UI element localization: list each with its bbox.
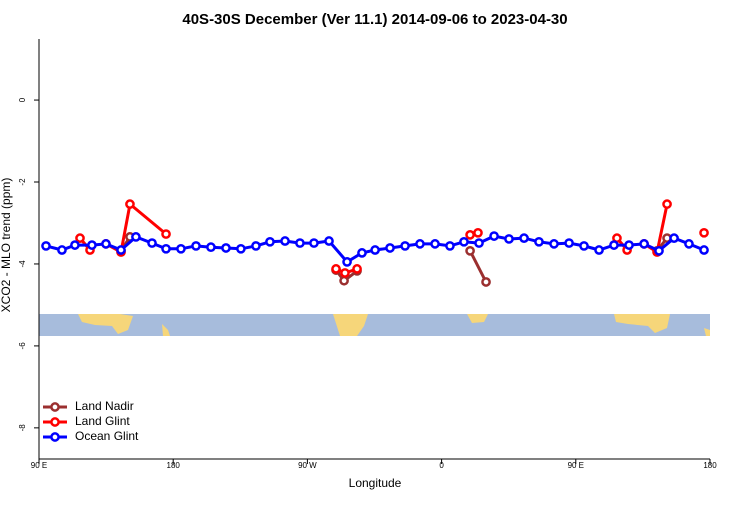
- data-point: [101, 239, 111, 249]
- data-point: [519, 233, 529, 243]
- data-point: [385, 243, 395, 253]
- legend-marker: [50, 432, 60, 442]
- data-point: [504, 234, 514, 244]
- data-point: [662, 199, 672, 209]
- data-point: [339, 275, 349, 286]
- data-point: [699, 245, 709, 255]
- data-point: [331, 264, 341, 274]
- data-point: [131, 232, 141, 242]
- series-line: [80, 204, 704, 273]
- data-point: [669, 233, 679, 243]
- data-point: [161, 229, 171, 239]
- data-point: [699, 227, 709, 238]
- data-point: [206, 242, 216, 253]
- data-point: [309, 238, 319, 248]
- data-point: [280, 236, 290, 246]
- data-point: [340, 268, 350, 278]
- data-point: [430, 239, 440, 249]
- legend-marker: [50, 402, 60, 412]
- data-point: [352, 264, 362, 274]
- data-point: [324, 236, 334, 246]
- data-point: [161, 243, 171, 254]
- data-point: [481, 277, 491, 287]
- data-point: [465, 245, 475, 256]
- data-point: [400, 241, 410, 251]
- data-point: [70, 240, 80, 250]
- y-tick-label: 0: [18, 97, 27, 102]
- x-tick-label: 90 W: [298, 461, 317, 470]
- data-point: [57, 245, 67, 255]
- data-point: [357, 248, 367, 258]
- y-tick-label: -4: [18, 260, 27, 268]
- data-point: [654, 245, 664, 256]
- data-point: [116, 245, 126, 255]
- data-point: [41, 241, 51, 251]
- x-tick-label: 180: [703, 461, 717, 470]
- data-point: [473, 227, 483, 238]
- data-point: [639, 239, 649, 249]
- data-point: [465, 230, 475, 240]
- data-point: [684, 239, 694, 249]
- data-point: [221, 243, 231, 253]
- data-point: [342, 257, 352, 267]
- data-point: [191, 241, 201, 251]
- data-point: [579, 241, 589, 251]
- data-point: [147, 238, 157, 248]
- legend-label: Ocean Glint: [75, 429, 139, 443]
- data-point: [445, 241, 455, 251]
- data-point: [125, 199, 135, 209]
- data-point: [474, 238, 484, 248]
- data-point: [370, 245, 380, 255]
- data-point: [534, 236, 544, 247]
- legend-marker: [50, 417, 60, 427]
- x-axis-label: Longitude: [349, 476, 402, 490]
- data-point: [87, 240, 97, 250]
- data-point: [236, 243, 246, 254]
- data-point: [594, 245, 604, 255]
- legend-label: Land Nadir: [75, 399, 134, 413]
- data-point: [295, 238, 305, 248]
- x-tick-label: 90 E: [568, 461, 584, 470]
- data-point: [265, 236, 275, 247]
- y-tick-label: -6: [18, 342, 27, 350]
- data-point: [75, 233, 85, 243]
- map-strip: [39, 314, 710, 336]
- data-point: [251, 241, 261, 251]
- data-point: [176, 243, 186, 254]
- data-point: [624, 240, 634, 250]
- x-tick-label: 180: [167, 461, 181, 470]
- y-axis-label: XCO2 - MLO trend (ppm): [0, 178, 13, 313]
- data-point: [549, 239, 559, 249]
- data-point: [459, 236, 469, 247]
- x-tick-label: 0: [439, 461, 444, 470]
- y-tick-label: -2: [18, 178, 27, 186]
- data-point: [564, 238, 574, 248]
- data-point: [489, 231, 499, 241]
- x-tick-label: 90 E: [31, 461, 47, 470]
- y-tick-label: -8: [18, 424, 27, 432]
- data-point: [609, 240, 619, 250]
- legend-label: Land Glint: [75, 414, 130, 428]
- data-point: [415, 239, 425, 249]
- chart-title: 40S-30S December (Ver 11.1) 2014-09-06 t…: [182, 11, 567, 28]
